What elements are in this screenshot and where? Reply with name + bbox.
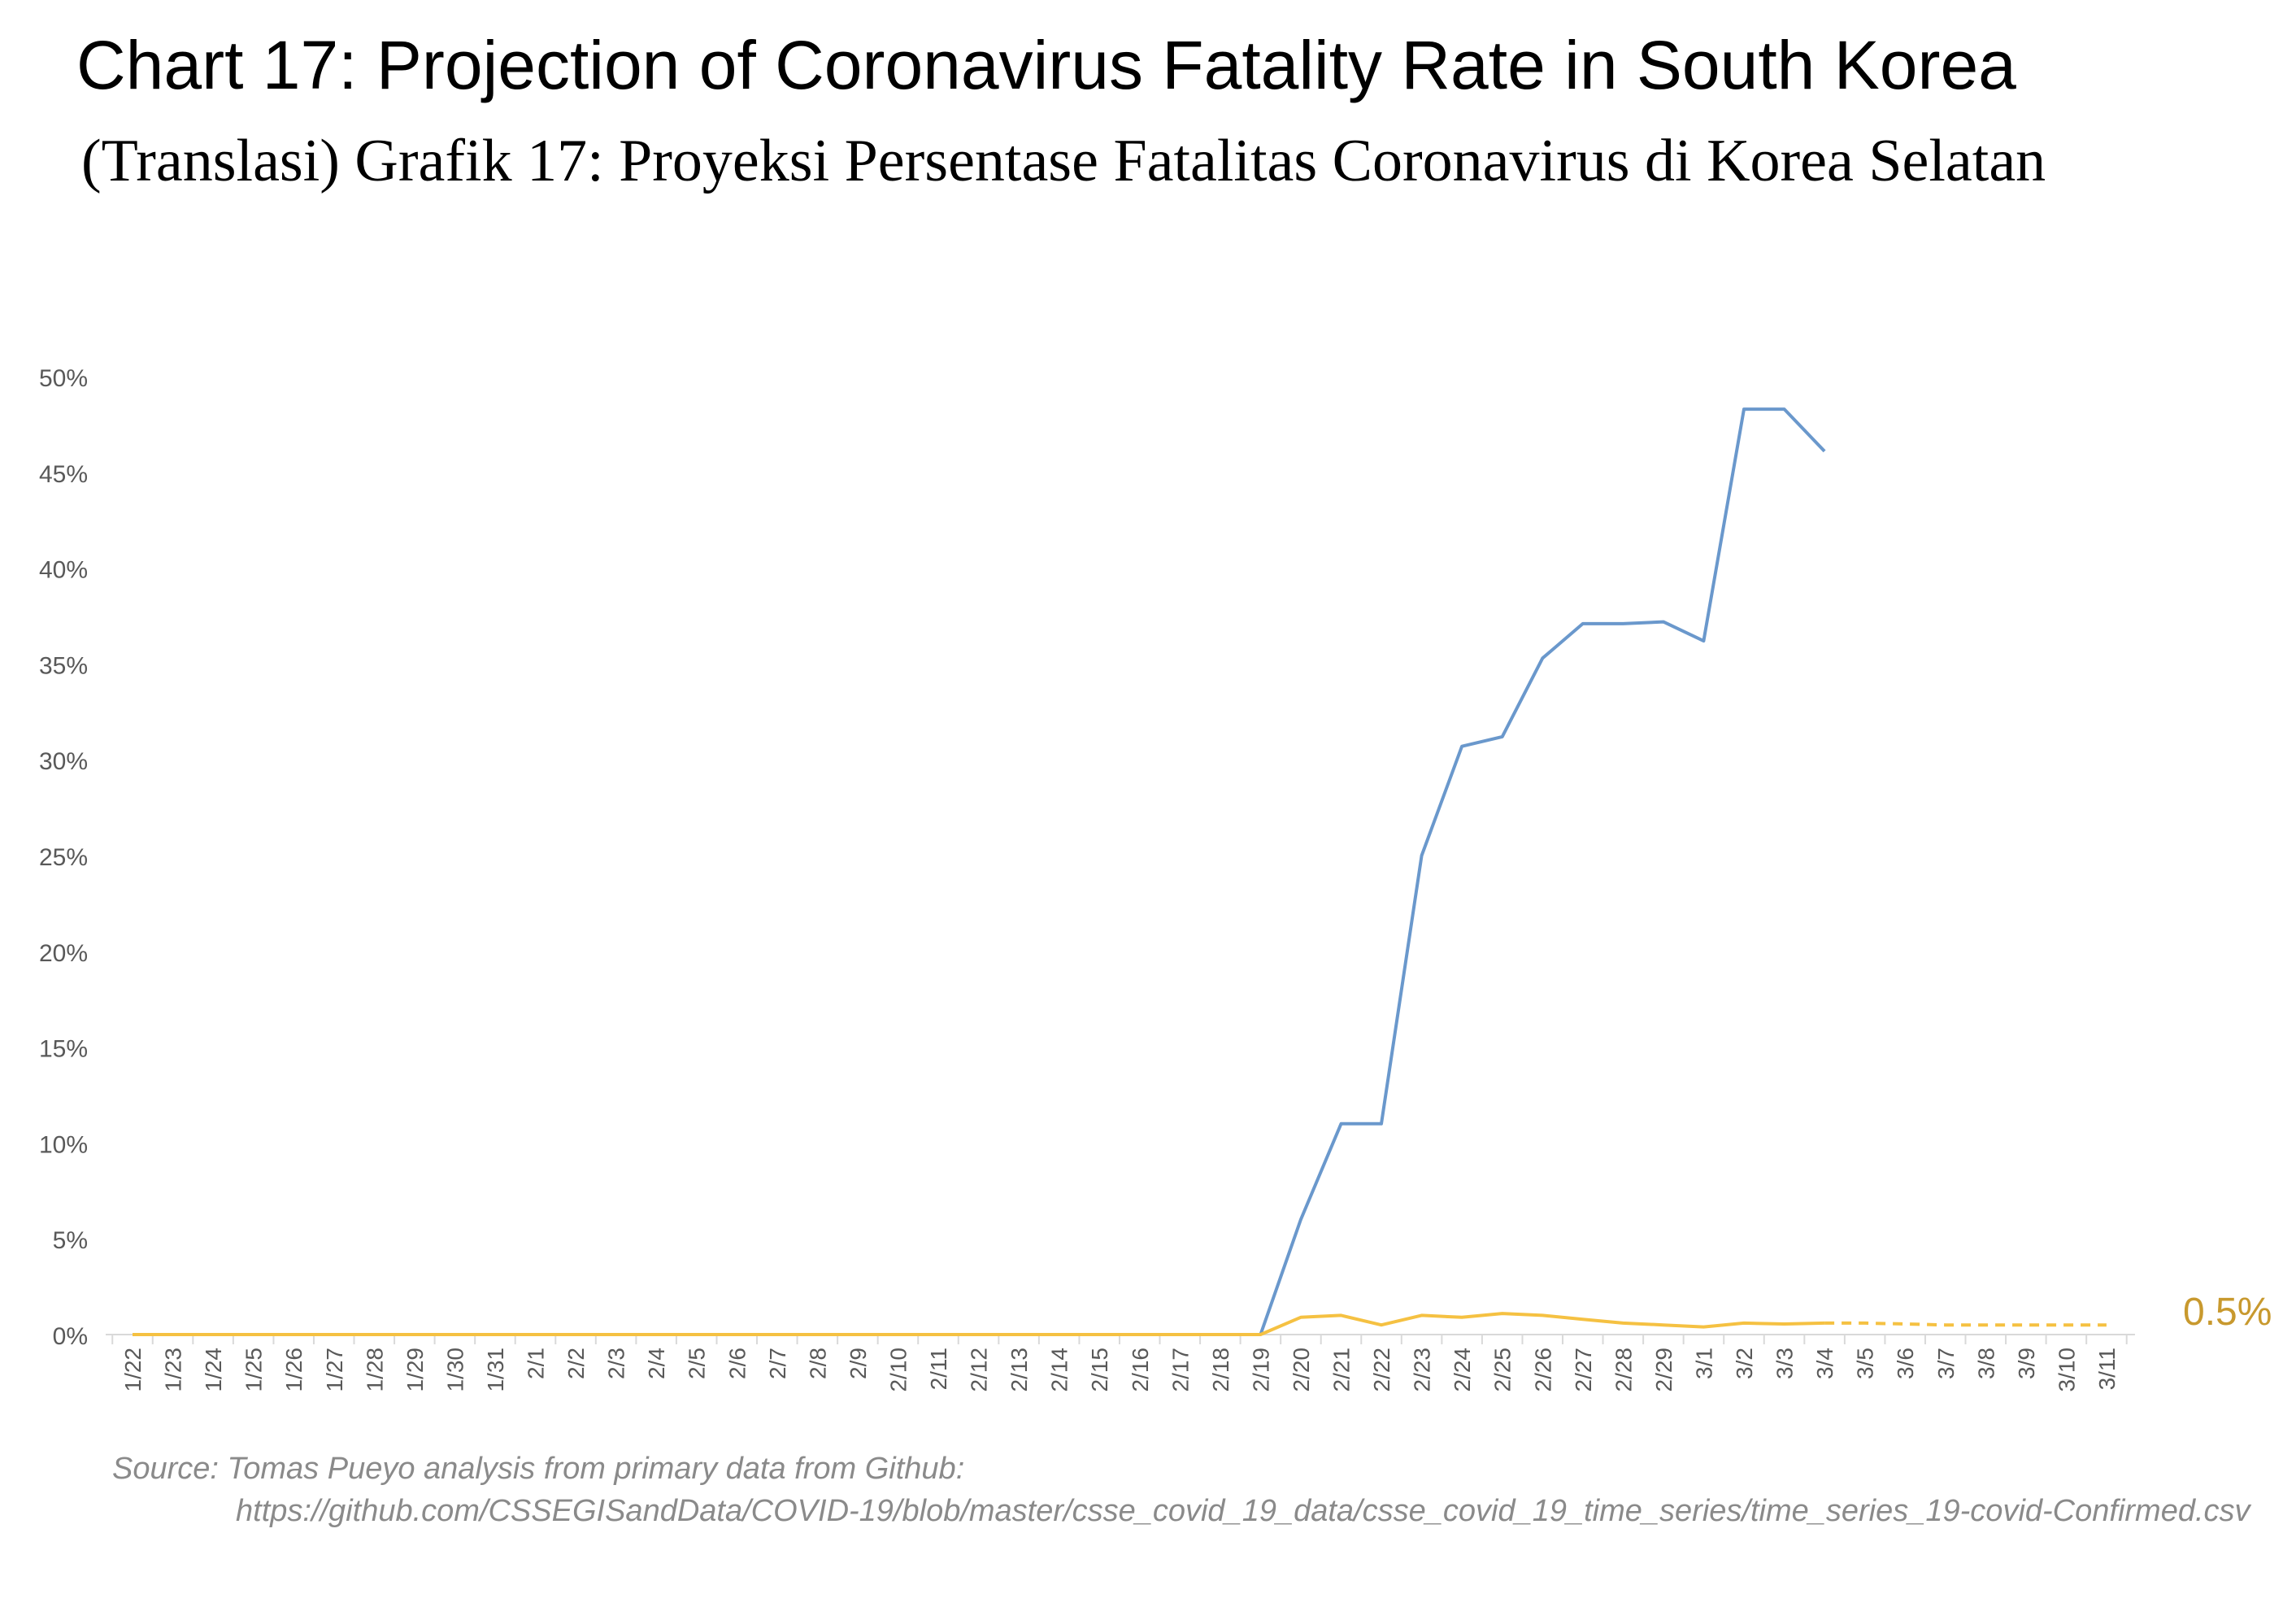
y-tick-label: 0% (53, 1323, 88, 1350)
source-note: Source: Tomas Pueyo analysis from primar… (112, 1448, 2250, 1532)
x-tick-label: 2/15 (1087, 1348, 1112, 1392)
y-tick-label: 40% (39, 557, 88, 584)
x-tick-label: 2/13 (1007, 1348, 1032, 1392)
series-layer (133, 407, 2107, 1336)
x-tick-label: 2/18 (1208, 1348, 1233, 1392)
x-tick-label: 2/10 (885, 1348, 911, 1392)
x-tick-label: 1/29 (402, 1348, 428, 1392)
y-tick-label: 10% (39, 1131, 88, 1158)
x-tick-label: 2/21 (1329, 1348, 1355, 1392)
x-tick-label: 2/9 (846, 1348, 871, 1379)
x-tick-label: 2/27 (1571, 1348, 1596, 1392)
x-tick-label: 3/4 (1812, 1348, 1837, 1379)
x-tick-label: 3/11 (2094, 1348, 2120, 1390)
x-tick-label: 3/5 (1853, 1348, 1878, 1379)
x-tick-label: 2/28 (1611, 1348, 1636, 1392)
y-tick-label: 15% (39, 1036, 88, 1063)
x-tick-label: 2/5 (685, 1348, 710, 1379)
x-tick-label: 1/24 (201, 1348, 226, 1392)
x-tick-label: 3/6 (1893, 1348, 1918, 1379)
x-tick-label: 2/24 (1450, 1348, 1475, 1392)
source-url: https://github.com/CSSEGISandData/COVID-… (236, 1494, 2250, 1528)
x-tick-label: 1/25 (241, 1348, 267, 1392)
x-tick-label: 2/2 (563, 1348, 589, 1379)
x-tick-label: 1/30 (442, 1348, 467, 1392)
x-tick-label: 2/3 (604, 1348, 629, 1379)
x-tick-label: 2/14 (1047, 1348, 1072, 1392)
chart-subtitle: (Translasi) Grafik 17: Proyeksi Persenta… (81, 128, 2046, 194)
x-tick-label: 1/28 (362, 1348, 387, 1392)
x-tick-label: 3/1 (1691, 1348, 1716, 1379)
x-tick-label: 1/31 (483, 1348, 508, 1392)
source-line-1: Source: Tomas Pueyo analysis from primar… (112, 1452, 965, 1486)
y-tick-label: 30% (39, 748, 88, 775)
x-tick-label: 2/8 (805, 1348, 830, 1379)
x-tick-label: 3/9 (2014, 1348, 2039, 1379)
x-tick-label: 3/3 (1772, 1348, 1798, 1379)
x-tick-label: 1/27 (322, 1348, 347, 1392)
x-tick-label: 2/23 (1410, 1348, 1435, 1392)
y-axis: 0% 5% 10% 15% 20% 25% 30% 35% 40% 45% 50% (39, 365, 88, 1350)
x-tick-label: 2/16 (1128, 1348, 1153, 1392)
y-tick-label: 50% (39, 365, 88, 392)
x-tick-label: 2/4 (644, 1348, 669, 1379)
x-tick-label: 2/1 (524, 1348, 549, 1379)
y-tick-label: 35% (39, 652, 88, 679)
x-tick-label: 2/11 (926, 1348, 951, 1390)
x-tick-label: 2/29 (1651, 1348, 1676, 1392)
x-tick-label: 2/22 (1369, 1348, 1394, 1392)
x-tick-label: 1/26 (281, 1348, 307, 1392)
x-tick-label: 3/7 (1933, 1348, 1959, 1379)
x-tick-label: 2/7 (765, 1348, 790, 1379)
series-line-2 (133, 1312, 1825, 1336)
y-tick-label: 45% (39, 461, 88, 488)
series-line-1 (133, 407, 1826, 1336)
end-value-label: 0.5% (2183, 1291, 2272, 1334)
y-tick-label: 25% (39, 844, 88, 871)
x-tick-label: 2/20 (1289, 1348, 1314, 1392)
x-tick-label: 2/19 (1248, 1348, 1273, 1392)
y-tick-label: 5% (53, 1227, 88, 1254)
series-line-3 (1824, 1321, 2107, 1327)
x-tick-label: 2/26 (1530, 1348, 1555, 1392)
x-tick-label: 2/17 (1168, 1348, 1193, 1392)
x-tick-label: 1/23 (161, 1348, 186, 1392)
x-tick-label: 1/22 (120, 1348, 146, 1392)
chart-title: Chart 17: Projection of Coronavirus Fata… (76, 27, 2016, 103)
x-tick-label: 3/8 (1973, 1348, 1998, 1379)
x-tick-label: 3/10 (2054, 1348, 2079, 1392)
x-tick-label: 3/2 (1732, 1348, 1757, 1379)
x-tick-label: 2/6 (724, 1348, 750, 1379)
x-axis: 1/22 1/23 1/24 1/25 1/26 1/27 1/28 1/29 1/30 1/31… (106, 1334, 2135, 1392)
x-tick-label: 2/25 (1490, 1348, 1515, 1392)
y-tick-label: 20% (39, 940, 88, 967)
x-tick-label: 2/12 (967, 1348, 992, 1392)
